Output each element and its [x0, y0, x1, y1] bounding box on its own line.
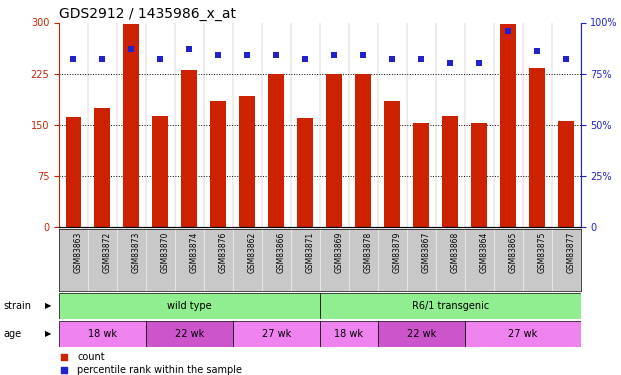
Bar: [124, 24, 139, 227]
Text: count: count: [77, 352, 105, 362]
Bar: [320, 321, 378, 347]
Text: GSM83867: GSM83867: [421, 232, 430, 273]
Bar: [297, 118, 313, 227]
Point: [155, 56, 165, 62]
Point: [68, 56, 78, 62]
Text: 18 wk: 18 wk: [334, 329, 363, 339]
Text: GSM83869: GSM83869: [334, 232, 343, 273]
Point: [561, 56, 571, 62]
Bar: [146, 321, 233, 347]
Bar: [181, 70, 197, 227]
Text: wild type: wild type: [167, 301, 212, 310]
Text: GDS2912 / 1435986_x_at: GDS2912 / 1435986_x_at: [59, 8, 236, 21]
Bar: [558, 121, 574, 227]
Text: GSM83865: GSM83865: [508, 232, 517, 273]
Text: GSM83877: GSM83877: [566, 232, 575, 273]
Point: [329, 52, 339, 58]
Text: GSM83866: GSM83866: [276, 232, 285, 273]
Text: age: age: [3, 329, 21, 339]
Bar: [355, 74, 371, 227]
Text: GSM83878: GSM83878: [363, 232, 372, 273]
Bar: [66, 117, 81, 227]
Bar: [378, 321, 465, 347]
Bar: [59, 321, 146, 347]
Text: percentile rank within the sample: percentile rank within the sample: [77, 365, 242, 375]
Bar: [471, 123, 487, 227]
Bar: [529, 68, 545, 227]
Bar: [268, 74, 284, 227]
Bar: [414, 123, 429, 227]
Text: GSM83862: GSM83862: [247, 232, 256, 273]
Text: 27 wk: 27 wk: [508, 329, 537, 339]
Point: [59, 354, 69, 360]
Point: [503, 28, 513, 34]
Text: ▶: ▶: [45, 301, 52, 310]
Text: GSM83879: GSM83879: [392, 232, 401, 273]
Bar: [94, 108, 111, 227]
Point: [127, 46, 137, 52]
Point: [214, 52, 224, 58]
Bar: [59, 292, 320, 319]
Text: 18 wk: 18 wk: [88, 329, 117, 339]
Bar: [152, 116, 168, 227]
Text: strain: strain: [3, 301, 31, 310]
Text: 22 wk: 22 wk: [407, 329, 436, 339]
Text: R6/1 transgenic: R6/1 transgenic: [412, 301, 489, 310]
Text: GSM83872: GSM83872: [102, 232, 111, 273]
Point: [97, 56, 107, 62]
Point: [271, 52, 281, 58]
Point: [301, 56, 310, 62]
Point: [388, 56, 397, 62]
Point: [532, 48, 542, 54]
Text: GSM83875: GSM83875: [537, 232, 546, 273]
Text: ▶: ▶: [45, 329, 52, 338]
Text: GSM83870: GSM83870: [160, 232, 170, 273]
Bar: [239, 96, 255, 227]
Bar: [465, 321, 581, 347]
Bar: [501, 24, 516, 227]
Point: [358, 52, 368, 58]
Point: [474, 60, 484, 66]
Text: GSM83874: GSM83874: [189, 232, 198, 273]
Bar: [320, 292, 581, 319]
Text: GSM83871: GSM83871: [306, 232, 314, 273]
Text: GSM83868: GSM83868: [450, 232, 459, 273]
Point: [184, 46, 194, 52]
Bar: [327, 74, 342, 227]
Point: [242, 52, 252, 58]
Point: [445, 60, 455, 66]
Bar: [442, 116, 458, 227]
Text: GSM83863: GSM83863: [73, 232, 83, 273]
Point: [416, 56, 426, 62]
Bar: [233, 321, 320, 347]
Text: 22 wk: 22 wk: [175, 329, 204, 339]
Point: [59, 367, 69, 373]
Text: GSM83873: GSM83873: [132, 232, 140, 273]
Bar: [211, 101, 226, 227]
Text: GSM83876: GSM83876: [219, 232, 227, 273]
Text: GSM83864: GSM83864: [479, 232, 488, 273]
Text: 27 wk: 27 wk: [261, 329, 291, 339]
Bar: [384, 101, 400, 227]
